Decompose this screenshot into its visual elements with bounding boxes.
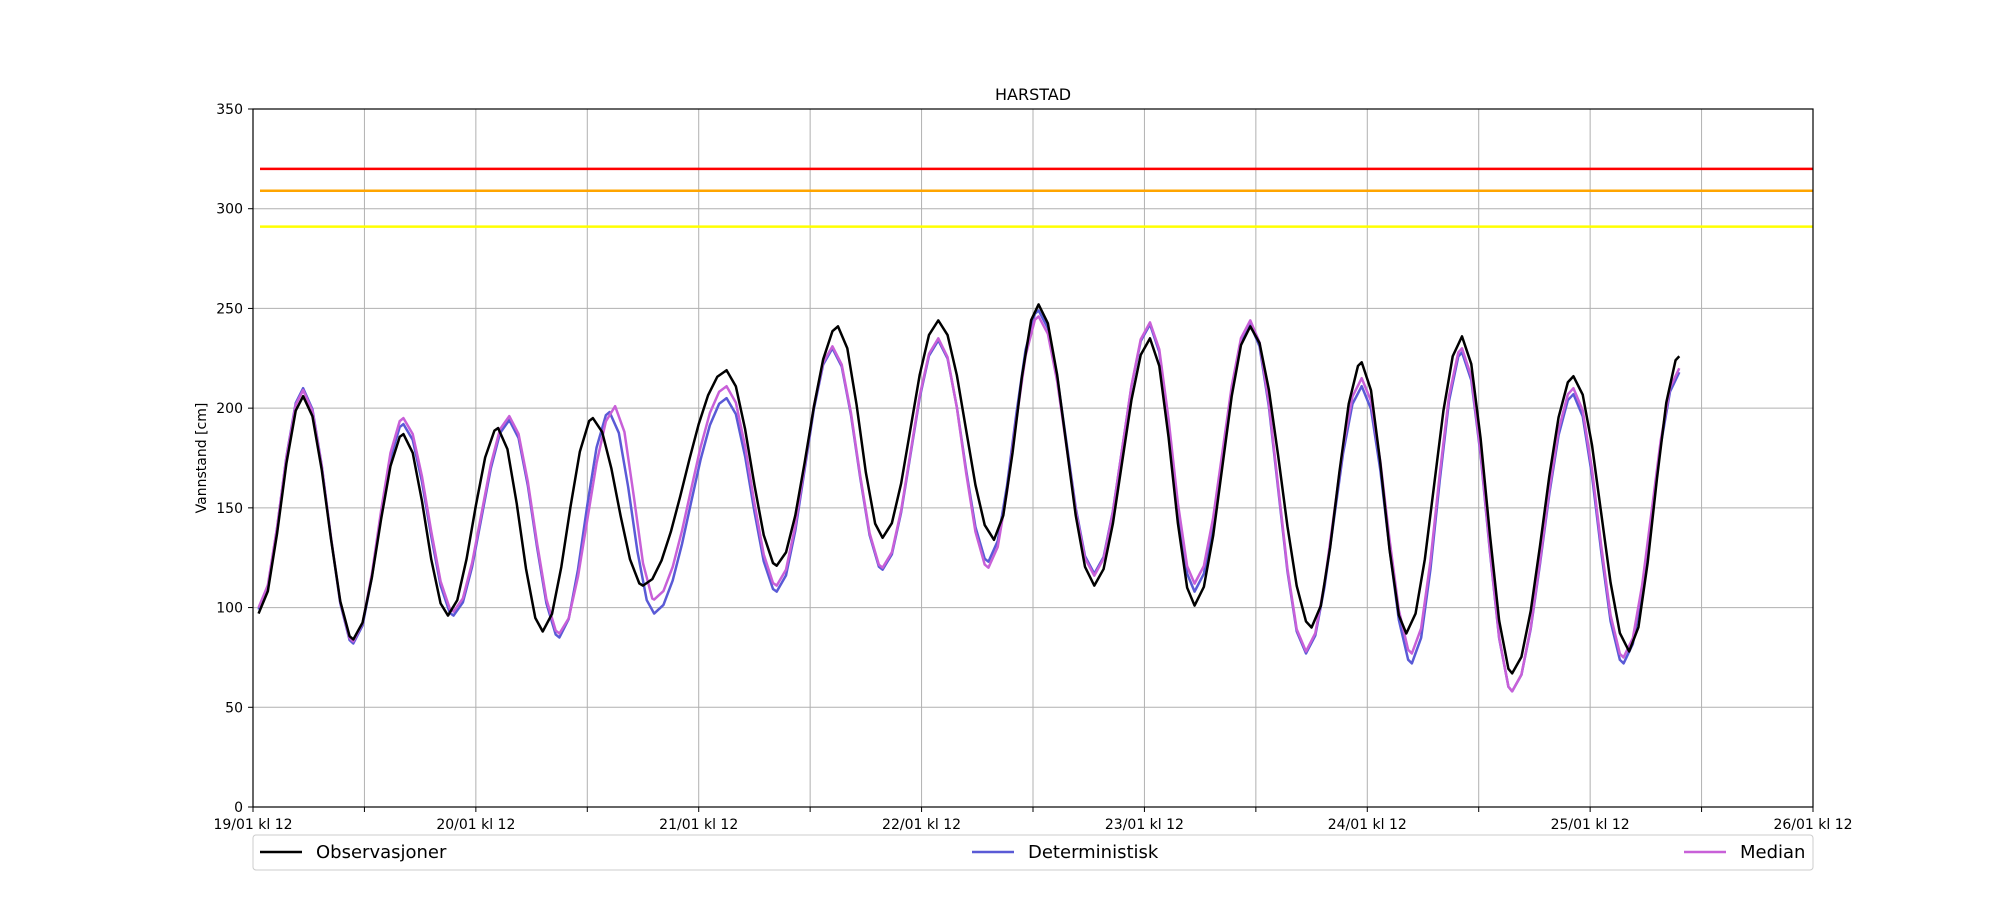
y-tick-label: 150: [216, 501, 243, 517]
legend-label: Deterministisk: [1028, 842, 1159, 863]
axes: 0 50 100 150 200 250 300 350 19/01 kl 12 20/01 kl…: [213, 102, 1852, 833]
y-tick-label: 50: [225, 700, 243, 716]
x-tick-label: 21/01 kl 12: [659, 817, 738, 833]
y-tick-label: 200: [216, 401, 243, 417]
y-tick-label: 250: [216, 301, 243, 317]
x-tick-label: 26/01 kl 12: [1773, 817, 1852, 833]
legend-label: Observasjoner: [316, 842, 447, 863]
x-tick-label: 22/01 kl 12: [882, 817, 961, 833]
x-tick-label: 20/01 kl 12: [436, 817, 515, 833]
y-tick-label: 350: [216, 102, 243, 118]
threshold-lines: [260, 167, 1813, 228]
x-tick-label: 24/01 kl 12: [1328, 817, 1407, 833]
y-tick-label: 300: [216, 202, 243, 218]
y-axis-label: Vannstand [cm]: [194, 403, 210, 514]
chart-title: HARSTAD: [995, 85, 1071, 104]
legend-label: Median: [1740, 842, 1805, 863]
x-tick-label: 25/01 kl 12: [1551, 817, 1630, 833]
series-lines: [257, 303, 1681, 693]
x-tick-label: 23/01 kl 12: [1105, 817, 1184, 833]
y-tick-label: 0: [234, 800, 243, 816]
series-line-median: [257, 315, 1681, 693]
legend-frame: [252, 834, 1814, 871]
x-tick-label: 19/01 kl 12: [213, 817, 292, 833]
series-line-observasjoner: [257, 303, 1681, 675]
legend: Observasjoner Deterministisk Median: [252, 834, 1814, 871]
y-tick-label: 100: [216, 601, 243, 617]
